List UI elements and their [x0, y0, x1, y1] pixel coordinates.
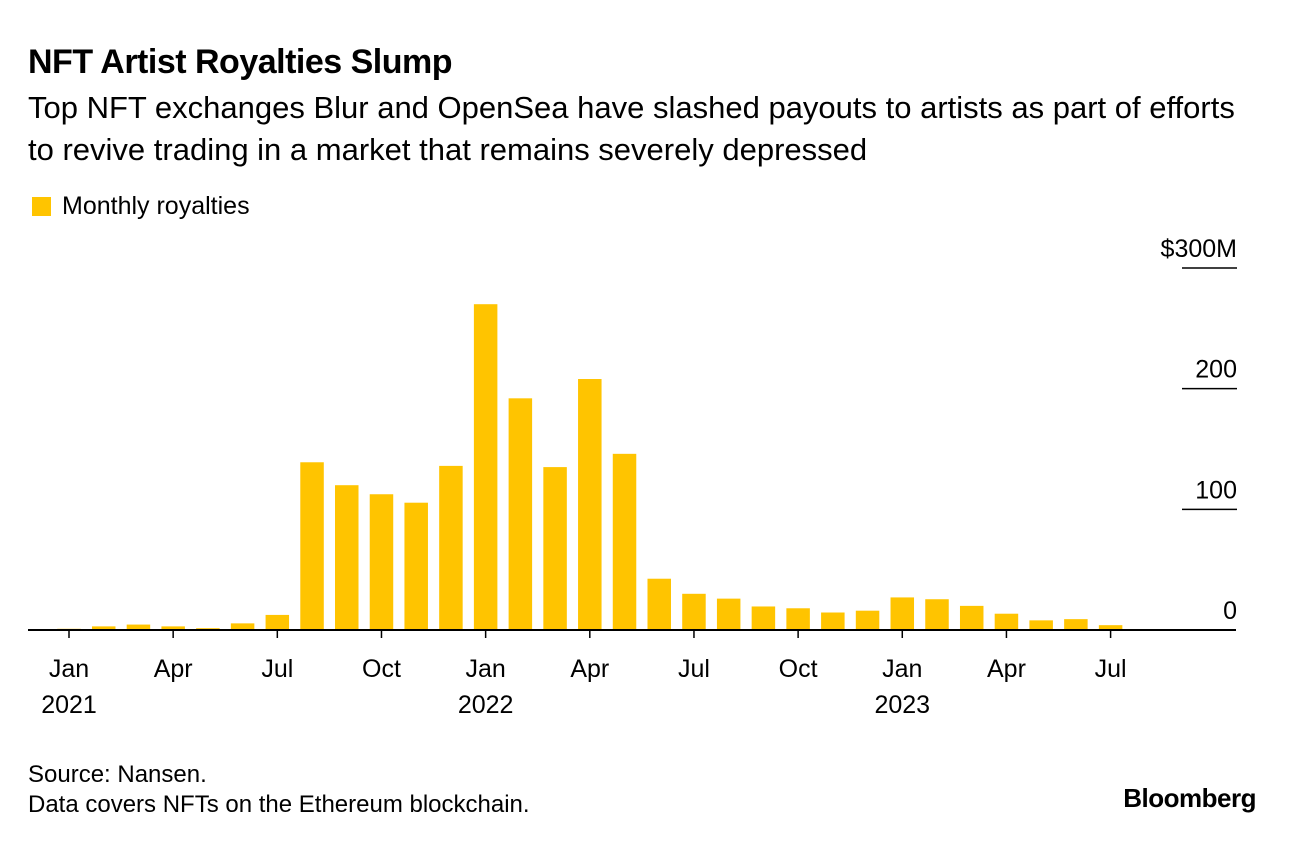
x-tick-label: Apr: [154, 655, 193, 683]
bar: [439, 465, 463, 630]
x-year-label: 2022: [458, 691, 514, 719]
bar: [1029, 620, 1053, 630]
x-tick-label: Oct: [362, 655, 401, 683]
x-tick-label: Jan: [465, 655, 505, 683]
x-tick-label: Jul: [261, 655, 293, 683]
bloomberg-logo: Bloomberg: [1123, 783, 1256, 813]
x-year-label: 2023: [874, 691, 930, 719]
x-tick-label: Oct: [779, 655, 818, 683]
bar: [230, 623, 255, 630]
x-tick-label: Jul: [678, 655, 710, 683]
legend-swatch: [32, 196, 51, 216]
x-tick-label: Apr: [570, 655, 609, 683]
bar: [994, 613, 1019, 630]
legend: Monthly royalties: [32, 190, 250, 222]
bar: [925, 599, 949, 630]
data-note: Data covers NFTs on the Ethereum blockch…: [28, 791, 530, 818]
bar: [647, 578, 671, 630]
bar: [265, 614, 290, 630]
bar: [855, 610, 880, 630]
x-tick-label: Apr: [987, 655, 1026, 683]
bar: [473, 304, 498, 630]
y-tick-label: 200: [1195, 356, 1237, 384]
bar: [1098, 625, 1123, 630]
chart-title: NFT Artist Royalties Slump: [28, 43, 453, 81]
footer: Source: Nansen. Data covers NFTs on the …: [28, 760, 530, 820]
legend-label: Monthly royalties: [62, 191, 250, 220]
bar: [300, 462, 324, 630]
y-tick-label: 100: [1195, 476, 1237, 504]
bar: [126, 624, 151, 630]
bar: [508, 398, 533, 630]
source-note: Source: Nansen.: [28, 761, 207, 788]
x-tick-label: Jan: [49, 655, 89, 683]
bar: [91, 626, 116, 630]
bar: [335, 485, 359, 630]
bar: [786, 608, 810, 630]
x-tick-label: Jul: [1095, 655, 1127, 683]
bar: [716, 598, 741, 630]
bar: [1064, 619, 1088, 630]
bar: [612, 453, 637, 630]
bar: [369, 494, 394, 630]
bar: [682, 593, 706, 630]
bar: [161, 626, 185, 630]
bar: [543, 467, 567, 630]
bar: [821, 612, 845, 630]
y-tick-label: $300M: [1161, 235, 1237, 263]
x-year-label: 2021: [41, 691, 97, 719]
bar: [404, 502, 428, 630]
chart-subtitle: Top NFT exchanges Blur and OpenSea have …: [28, 90, 1235, 167]
bar: [959, 605, 984, 630]
bar: [578, 379, 602, 630]
bar: [751, 606, 776, 630]
bar: [890, 597, 915, 630]
y-tick-label: 0: [1223, 597, 1237, 625]
x-tick-label: Jan: [882, 655, 922, 683]
